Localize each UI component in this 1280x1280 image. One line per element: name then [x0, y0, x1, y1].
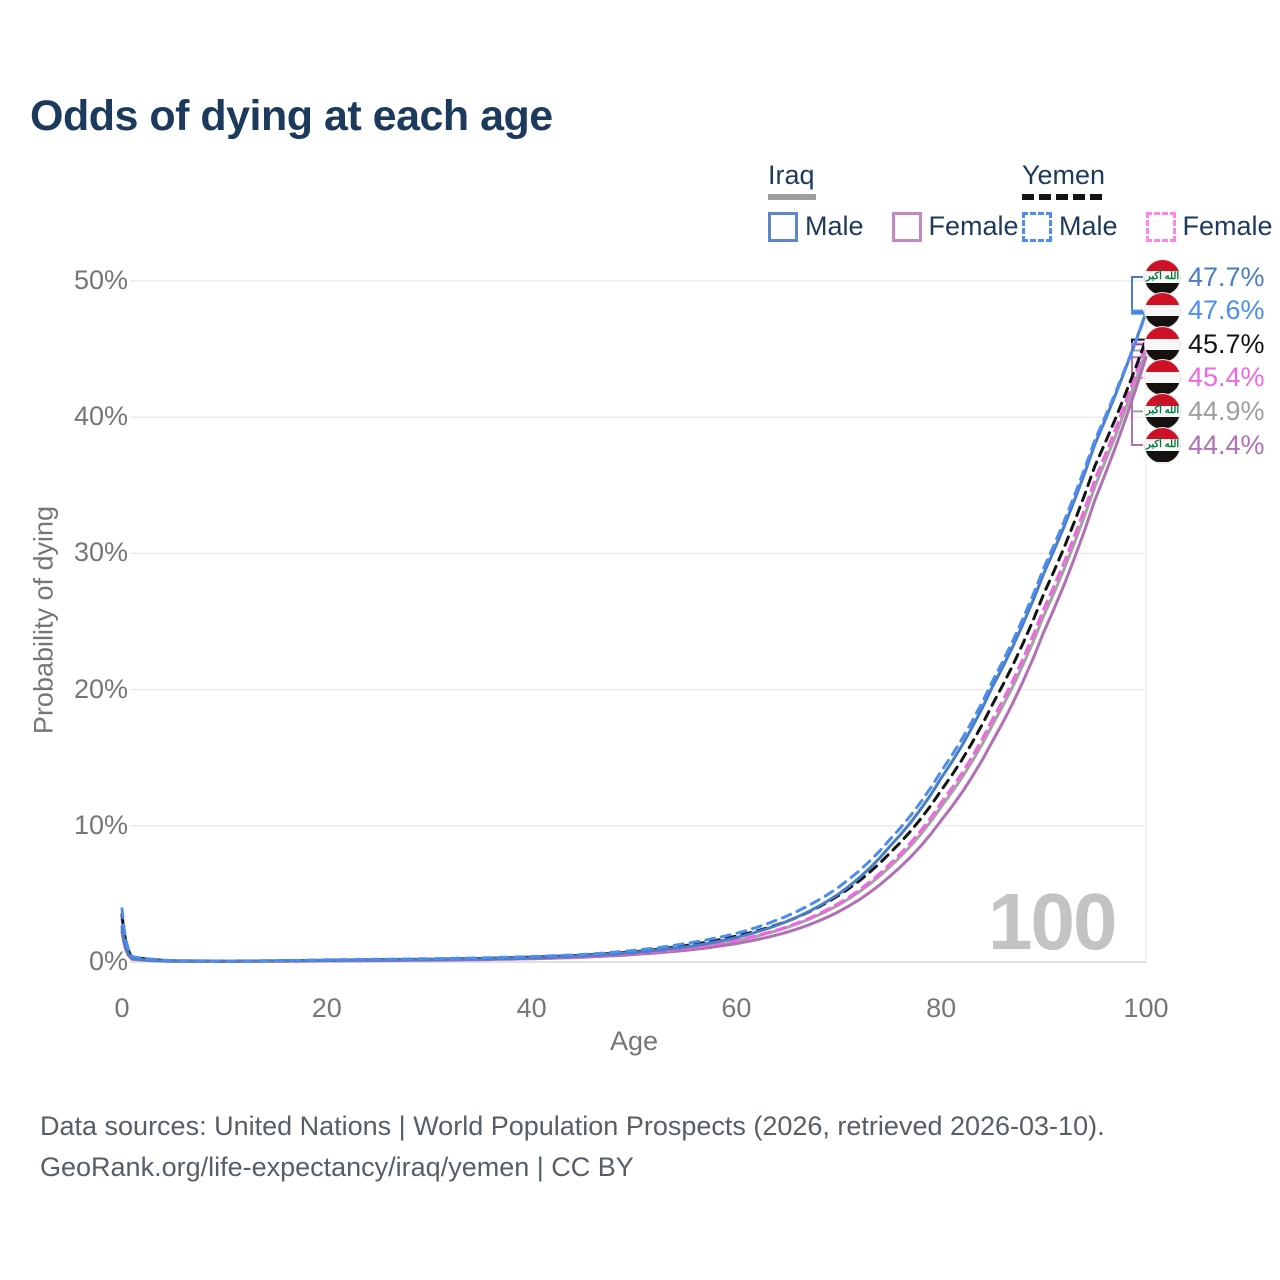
- footer-line-2[interactable]: GeoRank.org/life-expectancy/iraq/yemen |…: [40, 1152, 634, 1182]
- series-line-iraq-male: [120, 310, 1148, 963]
- iraq-male-swatch-icon: [768, 211, 798, 242]
- iraq-flag-icon: الله أكبر: [1145, 427, 1180, 463]
- yemen-female-swatch-icon: [1145, 211, 1176, 242]
- legend-item-label: Male: [805, 211, 864, 241]
- end-value-text: 47.7%: [1188, 261, 1265, 292]
- series-line-iraq-both-sexes: [120, 349, 1148, 963]
- age-watermark: 100: [988, 877, 1117, 966]
- series-line-yemen-female: [120, 342, 1148, 963]
- y-tick-label: 30%: [73, 537, 128, 568]
- yemen-flag-icon: [1145, 326, 1180, 362]
- value-label-row: الله أكبر 47.7%: [1145, 259, 1265, 295]
- data-source-footer: Data sources: United Nations | World Pop…: [40, 1106, 1105, 1188]
- y-tick-label: 40%: [73, 401, 128, 432]
- legend-item-iraq-male[interactable]: Male: [768, 211, 864, 242]
- end-value-text: 44.4%: [1188, 429, 1265, 460]
- end-value-text: 45.7%: [1188, 328, 1265, 359]
- x-tick-label: 100: [1123, 993, 1169, 1023]
- legend-item-label: Male: [1059, 211, 1118, 241]
- y-tick-label: 10%: [73, 809, 128, 840]
- x-tick-label: 40: [516, 993, 547, 1023]
- y-tick-label: 50%: [73, 265, 128, 295]
- value-label-row: 45.7%: [1145, 326, 1265, 362]
- end-value-text: 44.9%: [1188, 395, 1265, 426]
- yemen-flag-icon: [1145, 360, 1180, 396]
- legend-item-yemen-female[interactable]: Female: [1145, 211, 1273, 242]
- iraq-female-swatch-icon: [891, 211, 922, 242]
- legend-item-label: Female: [928, 211, 1019, 241]
- value-label-row: 45.4%: [1145, 360, 1265, 396]
- x-axis-title: Age: [609, 1026, 659, 1056]
- x-tick-label: 20: [311, 993, 342, 1023]
- legend-country-iraq: Iraq: [768, 160, 815, 190]
- yemen-line-swatch: [1022, 194, 1102, 200]
- x-tick-label: 0: [114, 993, 130, 1023]
- legend-item-label: Female: [1182, 211, 1273, 241]
- x-tick-label: 60: [721, 993, 752, 1023]
- series-line-iraq-female: [120, 355, 1148, 963]
- series-line-yemen-male: [120, 312, 1148, 963]
- footer-line-1: Data sources: United Nations | World Pop…: [40, 1111, 1105, 1141]
- x-tick-label: 80: [926, 993, 957, 1023]
- y-tick-label: 20%: [73, 673, 128, 704]
- end-value-text: 45.4%: [1188, 362, 1265, 393]
- yemen-flag-icon: [1145, 293, 1180, 329]
- iraq-line-swatch: [768, 194, 816, 200]
- series-line-yemen-both-sexes: [120, 338, 1148, 963]
- legend-group-yemen: Yemen Male Female: [1022, 160, 1273, 242]
- iraq-flag-icon: الله أكبر: [1145, 393, 1180, 429]
- yemen-male-swatch-icon: [1022, 211, 1052, 242]
- iraq-flag-icon: الله أكبر: [1145, 259, 1180, 295]
- legend-country-yemen: Yemen: [1022, 160, 1106, 190]
- legend-group-iraq: Iraq Male Female: [768, 160, 1019, 242]
- value-label-row: الله أكبر 44.9%: [1145, 393, 1265, 429]
- legend-item-iraq-female[interactable]: Female: [891, 211, 1019, 242]
- value-label-row: الله أكبر 44.4%: [1145, 427, 1265, 463]
- y-tick-label: 0%: [88, 946, 128, 976]
- page-title: Odds of dying at each age: [30, 92, 553, 140]
- end-value-text: 47.6%: [1188, 295, 1265, 326]
- value-label-row: 47.6%: [1145, 293, 1265, 329]
- legend-item-yemen-male[interactable]: Male: [1022, 211, 1118, 242]
- y-axis-title: Probability of dying: [28, 505, 59, 735]
